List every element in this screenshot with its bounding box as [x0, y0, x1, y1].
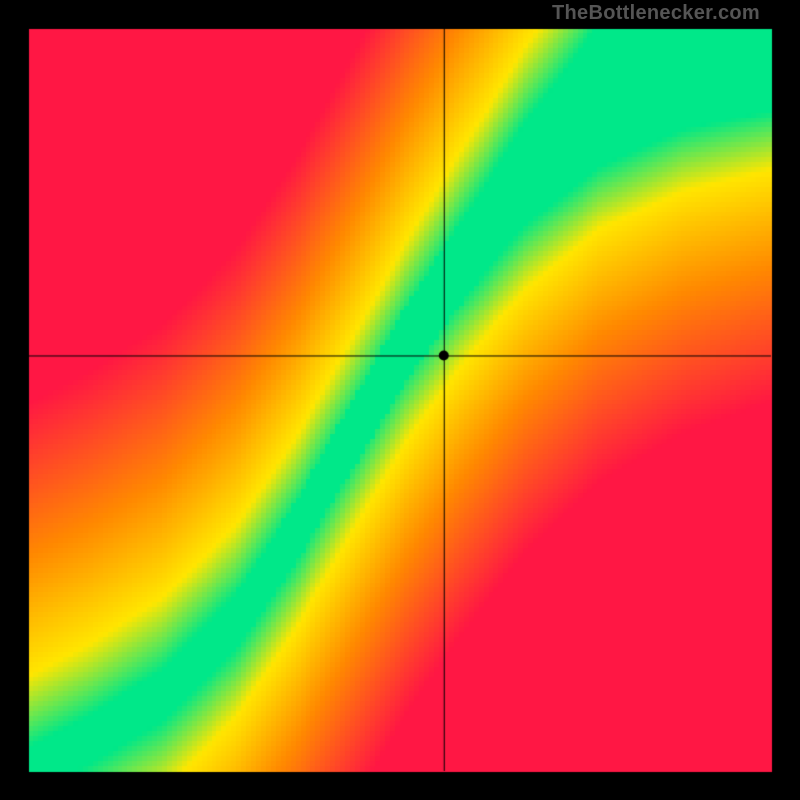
bottleneck-heatmap — [0, 0, 800, 800]
chart-container: TheBottlenecker.com — [0, 0, 800, 800]
watermark-text: TheBottlenecker.com — [552, 2, 760, 25]
